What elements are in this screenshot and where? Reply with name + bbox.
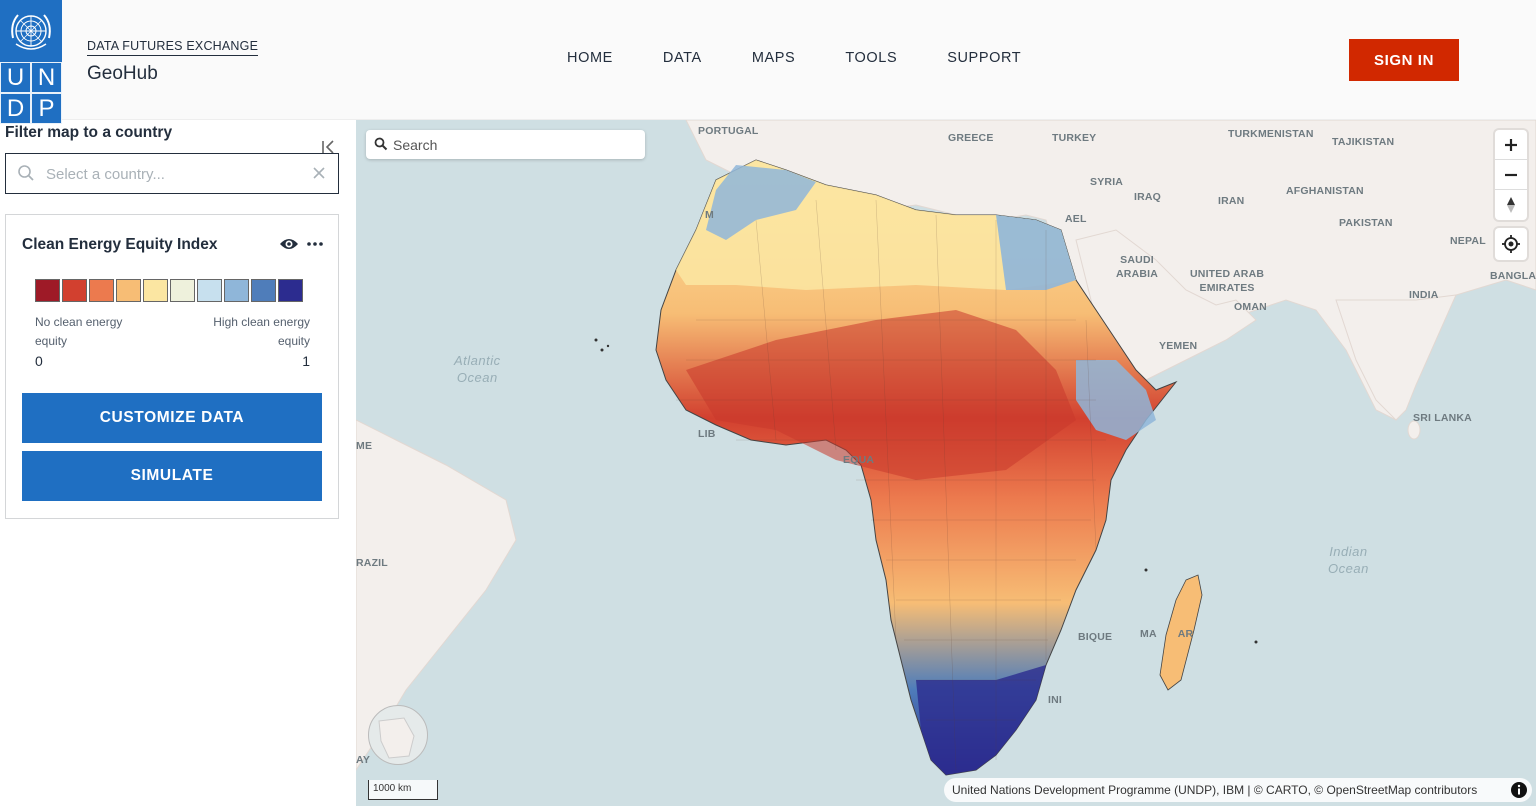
search-icon [374, 137, 388, 151]
label-atlantic-ocean: Atlantic Ocean [454, 353, 501, 385]
label-equator: EQUA [843, 454, 875, 466]
customize-data-button[interactable]: CUSTOMIZE DATA [22, 393, 322, 443]
sidebar: Filter map to a country Clean Energy Equ… [0, 120, 356, 806]
legend-swatch [197, 279, 222, 302]
globe-minimap[interactable] [368, 705, 428, 765]
label-zimbabwe: INI [1048, 694, 1063, 706]
legend-swatch [89, 279, 114, 302]
zoom-out-button[interactable] [1495, 160, 1527, 190]
label-greece: GREECE [948, 132, 994, 144]
legend-swatch [170, 279, 195, 302]
label-turkey: TURKEY [1052, 132, 1097, 144]
more-options-icon[interactable] [306, 237, 324, 251]
label-madagascar: MA AR [1140, 628, 1194, 640]
label-sri-lanka: SRI LANKA [1413, 412, 1472, 424]
logo-letter: P [31, 93, 62, 124]
logo-letter: N [31, 62, 62, 93]
label-saudi-arabia: SAUDI ARABIA [1116, 254, 1159, 280]
label-oman: OMAN [1234, 301, 1267, 313]
attribution-text: United Nations Development Programme (UN… [952, 783, 1478, 797]
legend-swatch [278, 279, 303, 302]
country-select[interactable] [5, 153, 339, 194]
legend-swatch [116, 279, 141, 302]
label-portugal: PORTUGAL [698, 125, 759, 137]
label-tajikistan: TAJIKISTAN [1332, 136, 1395, 148]
collapse-left-icon [322, 140, 334, 154]
layer-card: Clean Energy Equity Index No clean energ… [5, 214, 339, 519]
eye-icon[interactable] [279, 236, 299, 252]
map-attribution: United Nations Development Programme (UN… [944, 778, 1532, 802]
label-nepal: NEPAL [1450, 235, 1486, 247]
brand-title[interactable]: GeoHub [87, 63, 158, 84]
locate-icon [1502, 235, 1520, 253]
label-afghanistan: AFGHANISTAN [1286, 185, 1364, 197]
legend-swatch [143, 279, 168, 302]
madagascar-choropleth [1159, 574, 1203, 691]
label-uae: UNITED ARAB EMIRATES [1190, 268, 1265, 294]
label-iraq: IRAQ [1134, 191, 1162, 203]
label-indian-ocean: Indian Ocean [1328, 544, 1369, 576]
un-emblem-icon [11, 14, 51, 50]
main-nav: HOME DATA MAPS TOOLS SUPPORT [567, 50, 1021, 66]
clear-icon[interactable] [309, 163, 329, 183]
layer-title: Clean Energy Equity Index [22, 236, 218, 253]
compass-icon [1507, 197, 1515, 213]
label-mozambique: BIQUE [1078, 631, 1113, 643]
brand-subtitle: DATA FUTURES EXCHANGE [87, 39, 259, 56]
legend-low-label: No clean energy equity [35, 315, 123, 348]
logo-letter: D [0, 93, 31, 124]
search-icon [18, 165, 34, 181]
label-india: INDIA [1409, 289, 1439, 301]
nav-tools[interactable]: TOOLS [845, 50, 898, 66]
label-morocco: M [705, 209, 714, 221]
label-ay: AY [356, 754, 371, 766]
label-yemen: YEMEN [1159, 340, 1198, 352]
globe-icon [378, 717, 415, 759]
label-syria: SYRIA [1090, 176, 1124, 188]
top-header: U N D P DATA FUTURES EXCHANGE GeoHub HOM… [0, 0, 1536, 124]
legend-max-value: 1 [302, 353, 310, 369]
filter-label: Filter map to a country [5, 124, 173, 141]
label-liberia: LIB [698, 428, 716, 440]
nav-home[interactable]: HOME [567, 50, 613, 66]
compass-button[interactable] [1495, 190, 1527, 220]
collapse-sidebar-button[interactable] [312, 132, 346, 162]
legend-min-value: 0 [35, 353, 43, 369]
legend-high-label: High clean energy equity [213, 315, 310, 348]
map-search-box[interactable] [366, 130, 645, 159]
basemap [356, 120, 1536, 776]
nav-support[interactable]: SUPPORT [947, 50, 1022, 66]
legend-swatch [62, 279, 87, 302]
nav-maps[interactable]: MAPS [751, 50, 796, 66]
legend-swatch [251, 279, 276, 302]
label-brazil: RAZIL [356, 557, 388, 569]
south-america-landmass [356, 419, 517, 771]
geolocate-button[interactable] [1495, 228, 1527, 260]
simulate-button[interactable]: SIMULATE [22, 451, 322, 501]
india-landmass [1335, 294, 1457, 421]
map-canvas[interactable]: PORTUGAL GREECE TURKEY TURKMENISTAN TAJI… [356, 120, 1536, 806]
label-turkmenistan: TURKMENISTAN [1228, 128, 1314, 140]
label-pakistan: PAKISTAN [1339, 217, 1393, 229]
minus-icon [1505, 173, 1517, 176]
scale-bar: 1000 km [368, 780, 438, 800]
zoom-controls [1495, 130, 1527, 220]
map-search-input[interactable] [393, 134, 633, 155]
label-bangladesh: BANGLAD [1490, 270, 1536, 282]
zoom-in-button[interactable] [1495, 130, 1527, 160]
logo-letter: U [0, 62, 31, 93]
label-iran: IRAN [1218, 195, 1245, 207]
legend-swatch [35, 279, 60, 302]
country-search-input[interactable] [46, 162, 306, 186]
info-icon[interactable] [1510, 781, 1528, 799]
plus-icon [1505, 138, 1517, 151]
undp-letters: U N D P [0, 62, 62, 124]
nav-data[interactable]: DATA [662, 50, 702, 66]
legend-swatch [224, 279, 249, 302]
label-me: ME [356, 440, 373, 452]
undp-logo[interactable]: U N D P [0, 0, 62, 124]
label-israel: AEL [1065, 213, 1087, 225]
sign-in-button[interactable]: SIGN IN [1349, 39, 1459, 81]
legend-color-scale [35, 279, 303, 302]
